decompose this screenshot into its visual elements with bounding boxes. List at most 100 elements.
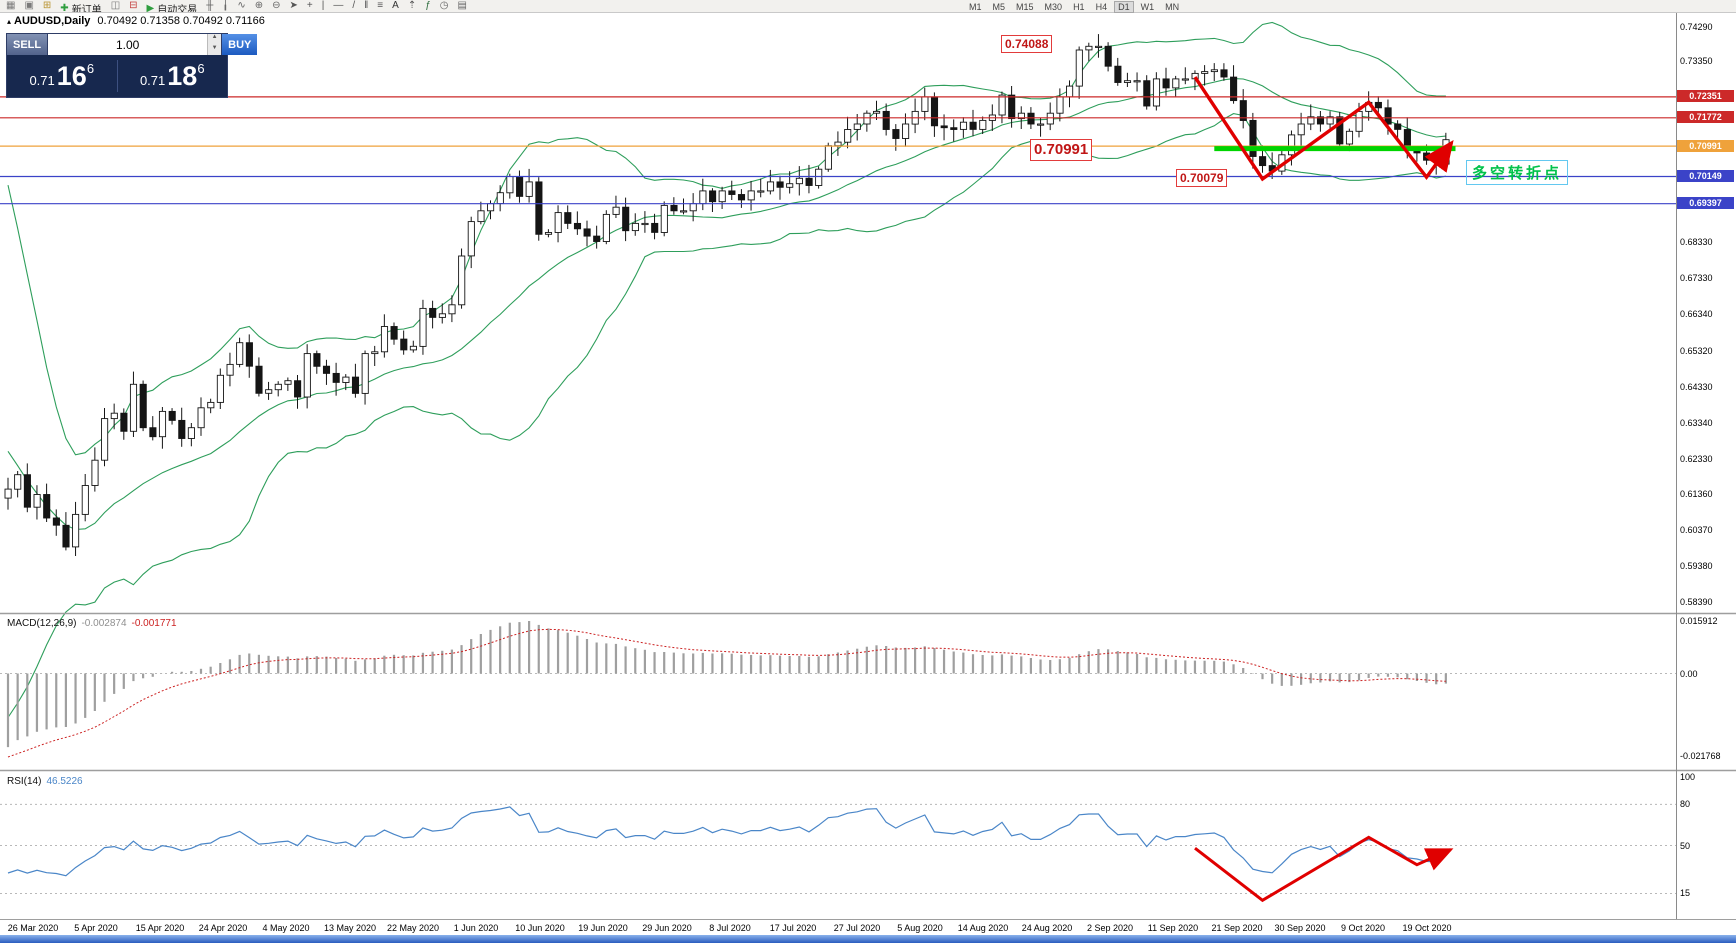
profiles-button[interactable]: ▣ <box>24 1 33 11</box>
bollinger-upper <box>7 21 1446 456</box>
price-callout-0.70991[interactable]: 0.70991 <box>1030 139 1093 162</box>
horizontal-line-button[interactable]: — <box>333 1 343 11</box>
price-tick: 0.73350 <box>1680 56 1713 66</box>
date-label: 19 Jun 2020 <box>578 923 628 933</box>
auto-trading-button[interactable]: ▶ 自动交易 <box>147 1 198 12</box>
rsi-axis-label: 50 <box>1680 841 1691 851</box>
candle <box>139 380 147 432</box>
periods-button[interactable]: ◷ <box>440 1 449 11</box>
market-watch-button[interactable]: ⊞ <box>43 1 51 11</box>
candle <box>709 188 717 212</box>
sell-price-main: 16 <box>56 60 87 91</box>
date-label: 24 Aug 2020 <box>1021 923 1073 933</box>
date-label: 30 Sep 2020 <box>1274 923 1326 933</box>
price-tick: 0.63340 <box>1680 418 1713 428</box>
candle <box>409 340 417 353</box>
price-tick: 0.74290 <box>1680 22 1713 32</box>
candle <box>1104 42 1112 72</box>
date-label: 21 Sep 2020 <box>1211 923 1263 933</box>
text-label-button[interactable]: A <box>392 1 399 11</box>
templates-button[interactable]: ▤ <box>458 1 467 11</box>
timeframe-m30[interactable]: M30 <box>1044 2 1063 12</box>
price-callout-0.74088[interactable]: 0.74088 <box>1001 35 1053 54</box>
candle <box>631 213 639 236</box>
trend-arrow-main[interactable] <box>1193 76 1454 182</box>
fibonacci-icon: ≡ <box>377 0 384 11</box>
date-label: 17 Jul 2020 <box>769 923 817 933</box>
date-label: 8 Jul 2020 <box>709 923 751 933</box>
price-badge-0.71772: 0.71772 <box>1677 111 1734 123</box>
price-badge-0.70991: 0.70991 <box>1677 140 1734 152</box>
timeframe-m15[interactable]: M15 <box>1016 2 1034 12</box>
candle <box>361 350 369 405</box>
volume-input[interactable] <box>48 34 208 55</box>
macd-histogram <box>6 621 1447 748</box>
rsi-value: 46.5226 <box>46 776 83 787</box>
bollinger-lower <box>7 113 1447 718</box>
channel-icon: ‖ <box>364 0 369 11</box>
rsi-axis-label: 80 <box>1680 799 1691 809</box>
sell-price[interactable]: 0.71166 <box>7 61 117 92</box>
price-tick: 0.65320 <box>1680 346 1713 356</box>
candle <box>641 211 649 233</box>
buy-price[interactable]: 0.71186 <box>118 61 228 92</box>
zoom-out-button[interactable]: ⊖ <box>272 1 280 11</box>
buy-button[interactable]: BUY <box>222 34 258 55</box>
price-callout-0.70079[interactable]: 0.70079 <box>1176 169 1228 188</box>
navigator-button[interactable]: ◫ <box>111 1 120 11</box>
candle <box>1046 102 1054 131</box>
volume-increase-button[interactable]: ▲ <box>208 34 222 45</box>
cursor-button[interactable]: ➤ <box>290 1 298 11</box>
timeframe-m1[interactable]: M1 <box>969 2 982 12</box>
candle <box>535 177 543 241</box>
sell-button[interactable]: SELL <box>7 34 48 55</box>
candle <box>776 175 784 200</box>
channel-button[interactable]: ‖ <box>364 1 368 11</box>
terminal-button[interactable]: ⊟ <box>129 1 137 11</box>
candlestick-chart-button[interactable]: ╽ <box>222 1 228 11</box>
price-tick: 0.60370 <box>1680 525 1713 535</box>
candle <box>1181 67 1189 85</box>
new-order-button[interactable]: ✚ 新订单 <box>60 1 101 12</box>
line-chart-button[interactable]: ∿ <box>237 1 245 11</box>
candle <box>313 350 321 374</box>
trend-arrow-rsi[interactable] <box>1194 835 1454 903</box>
oneclick-collapse-icon[interactable]: ▴ <box>7 17 12 26</box>
price-badge-0.69397: 0.69397 <box>1677 197 1734 209</box>
candle <box>1201 65 1209 86</box>
volume-decrease-button[interactable]: ▼ <box>208 44 222 55</box>
candle <box>1066 80 1074 108</box>
crosshair-button[interactable]: + <box>307 1 313 11</box>
zoom-in-icon: ⊕ <box>254 0 264 11</box>
indicators-icon: ƒ <box>425 0 431 11</box>
date-label: 14 Aug 2020 <box>957 923 1009 933</box>
macd-axis-label: 0.00 <box>1680 668 1698 679</box>
vertical-line-button[interactable]: | <box>322 1 325 11</box>
candle <box>1278 147 1286 175</box>
date-label: 19 Oct 2020 <box>1402 923 1452 933</box>
indicators-button[interactable]: ƒ <box>425 1 431 11</box>
candle <box>844 116 852 149</box>
bar-chart-button[interactable]: ╫ <box>206 1 213 11</box>
crosshair-icon: + <box>306 0 313 11</box>
timeframe-h1[interactable]: H1 <box>1073 2 1085 12</box>
candle <box>950 119 958 142</box>
turning-point-annotation[interactable]: 多空转折点 <box>1466 160 1569 185</box>
date-label: 13 May 2020 <box>323 923 377 933</box>
candle <box>438 303 446 324</box>
trendline-button[interactable]: / <box>352 1 355 11</box>
candle <box>294 375 302 409</box>
new-chart-button[interactable]: ▦ <box>6 1 15 11</box>
timeframe-h4[interactable]: H4 <box>1095 2 1108 12</box>
timeframe-w1[interactable]: W1 <box>1140 2 1155 12</box>
fibonacci-button[interactable]: ≡ <box>377 1 383 11</box>
timeframe-d1[interactable]: D1 <box>1114 1 1134 13</box>
arrows-button[interactable]: ⇡ <box>408 1 416 11</box>
zoom-in-button[interactable]: ⊕ <box>255 1 263 11</box>
candle <box>718 186 726 209</box>
date-label: 22 May 2020 <box>386 923 440 933</box>
timeframe-m5[interactable]: M5 <box>992 2 1006 12</box>
price-tick: 0.67330 <box>1680 273 1713 283</box>
timeframe-mn[interactable]: MN <box>1165 2 1180 12</box>
